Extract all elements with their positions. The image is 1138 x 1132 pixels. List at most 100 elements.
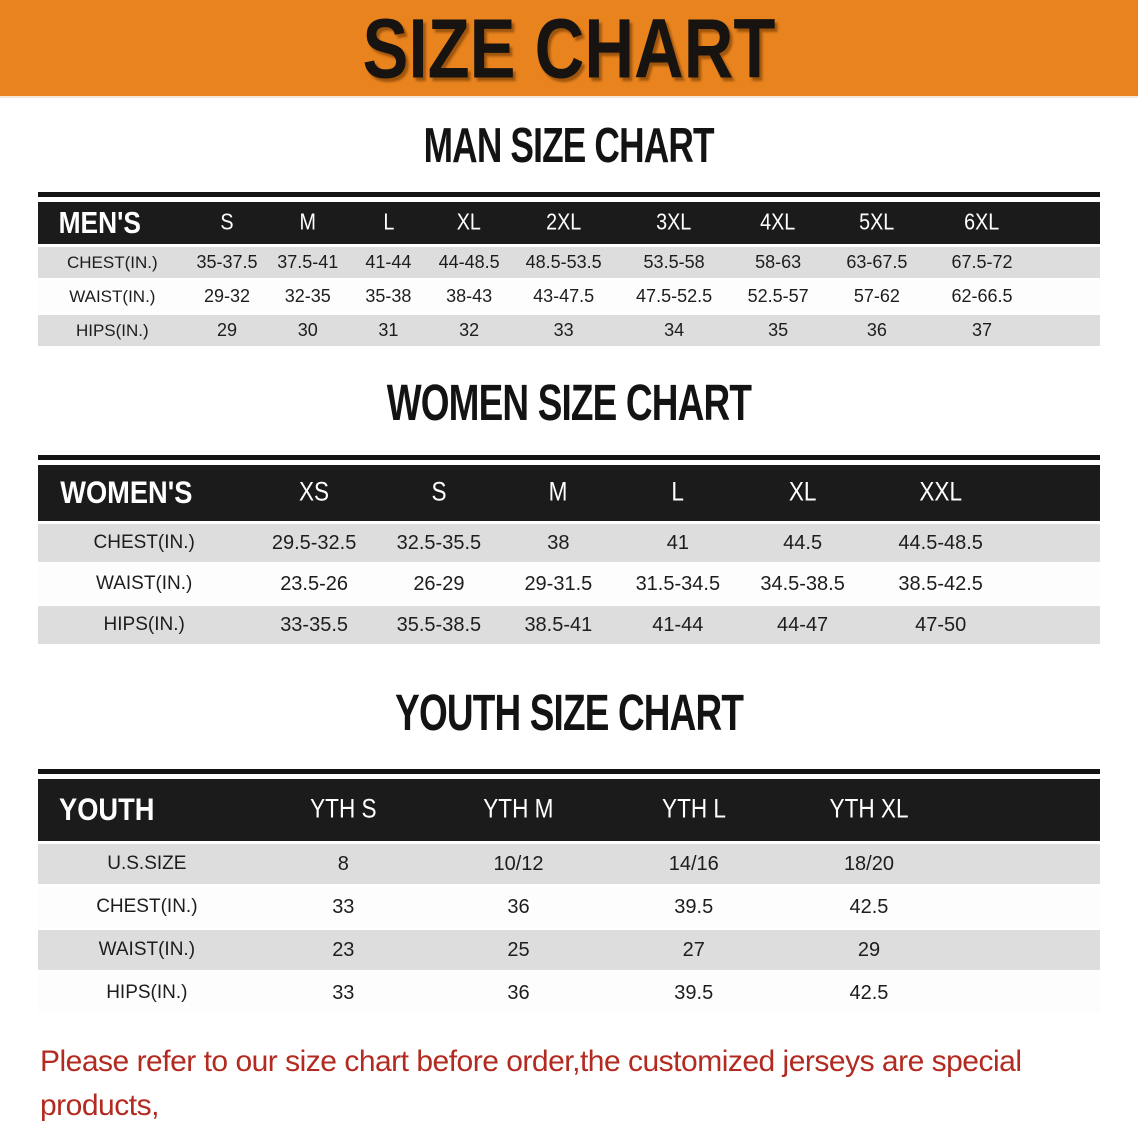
womens-chest-row: CHEST(IN.) 29.5-32.5 32.5-35.5 38 41 44.…	[38, 524, 1100, 562]
mens-chest-row: CHEST(IN.) 35-37.5 37.5-41 41-44 44-48.5…	[38, 247, 1100, 278]
cell: 42.5	[781, 887, 957, 927]
cell: 8	[255, 844, 431, 884]
filler-cell	[1036, 281, 1100, 312]
filler-cell	[1015, 524, 1100, 562]
womens-table-label: WOMEN'S	[38, 465, 251, 521]
cell: 35-37.5	[186, 247, 268, 278]
cell: 29.5-32.5	[250, 524, 378, 562]
mens-table-label: MEN'S	[38, 202, 187, 244]
cell: 41-44	[348, 247, 429, 278]
filler-cell	[1036, 315, 1100, 346]
cell: 35.5-38.5	[377, 606, 500, 644]
mens-col-6xl: 6XL	[927, 202, 1037, 244]
cell: 39.5	[606, 973, 782, 1013]
womens-size-table: WOMEN'S XS S M L XL XXL CHEST(IN.) 29.5-…	[38, 455, 1100, 647]
cell: 48.5-53.5	[509, 247, 618, 278]
cell: 33	[255, 887, 431, 927]
size-chart-banner: SIZE CHART	[0, 0, 1138, 98]
mens-col-l: L	[348, 202, 429, 244]
row-label: HIPS(IN.)	[38, 973, 256, 1013]
cell: 18/20	[781, 844, 957, 884]
cell: 38-43	[428, 281, 510, 312]
row-label: CHEST(IN.)	[38, 247, 187, 278]
youth-table-label: YOUTH	[38, 779, 256, 841]
cell: 32.5-35.5	[377, 524, 500, 562]
filler-cell	[1015, 606, 1100, 644]
youth-col-xl: YTH XL	[781, 779, 957, 841]
cell: 36	[430, 973, 607, 1013]
mens-col-m: M	[267, 202, 349, 244]
youth-col-s: YTH S	[255, 779, 431, 841]
disclaimer-line-2: we don't accept cancel, change, teturn o…	[40, 1127, 1100, 1132]
cell: 41-44	[616, 606, 739, 644]
cell: 26-29	[377, 565, 500, 603]
mens-hips-row: HIPS(IN.) 29 30 31 32 33 34 35 36 37	[38, 315, 1100, 346]
womens-col-xs: XS	[250, 465, 378, 521]
youth-hips-row: HIPS(IN.) 33 36 39.5 42.5	[38, 973, 1100, 1013]
womens-col-l: L	[616, 465, 739, 521]
cell: 31	[348, 315, 429, 346]
womens-col-xl: XL	[738, 465, 867, 521]
cell: 44.5	[738, 524, 867, 562]
cell: 37.5-41	[267, 247, 349, 278]
womens-col-s: S	[377, 465, 500, 521]
row-label: CHEST(IN.)	[38, 524, 251, 562]
mens-col-xl: XL	[428, 202, 510, 244]
row-label: WAIST(IN.)	[38, 930, 256, 970]
cell: 32	[428, 315, 510, 346]
cell: 29	[186, 315, 268, 346]
cell: 23	[255, 930, 431, 970]
cell: 14/16	[606, 844, 782, 884]
cell: 29-32	[186, 281, 268, 312]
cell: 34.5-38.5	[738, 565, 867, 603]
mens-col-3xl: 3XL	[617, 202, 731, 244]
youth-size-table: YOUTH YTH S YTH M YTH L YTH XL U.S.SIZE …	[38, 769, 1100, 1016]
mens-col-5xl: 5XL	[825, 202, 928, 244]
cell: 63-67.5	[825, 247, 928, 278]
cell: 36	[430, 887, 607, 927]
cell: 44.5-48.5	[866, 524, 1015, 562]
cell: 41	[616, 524, 739, 562]
cell: 62-66.5	[927, 281, 1037, 312]
mens-col-2xl: 2XL	[509, 202, 618, 244]
cell: 37	[927, 315, 1037, 346]
filler-cell	[1015, 465, 1100, 521]
cell: 57-62	[825, 281, 928, 312]
row-label: HIPS(IN.)	[38, 315, 187, 346]
cell: 38	[499, 524, 617, 562]
cell: 35	[730, 315, 826, 346]
cell: 33	[255, 973, 431, 1013]
filler-cell	[956, 930, 1100, 970]
youth-size-chart-heading: YOUTH SIZE CHART	[0, 685, 1138, 742]
filler-cell	[1015, 565, 1100, 603]
row-label: HIPS(IN.)	[38, 606, 251, 644]
filler-cell	[1036, 202, 1100, 244]
cell: 32-35	[267, 281, 349, 312]
womens-header-row: WOMEN'S XS S M L XL XXL	[38, 465, 1100, 521]
mens-header-row: MEN'S S M L XL 2XL 3XL 4XL 5XL 6XL	[38, 202, 1100, 244]
filler-cell	[956, 844, 1100, 884]
banner-title: SIZE CHART	[362, 0, 776, 96]
cell: 38.5-41	[499, 606, 617, 644]
cell: 53.5-58	[617, 247, 731, 278]
youth-ussize-row: U.S.SIZE 8 10/12 14/16 18/20	[38, 844, 1100, 884]
cell: 43-47.5	[509, 281, 618, 312]
cell: 47.5-52.5	[617, 281, 731, 312]
youth-header-row: YOUTH YTH S YTH M YTH L YTH XL	[38, 779, 1100, 841]
women-size-chart-heading-text: WOMEN SIZE CHART	[386, 375, 752, 432]
mens-col-4xl: 4XL	[730, 202, 826, 244]
row-label: CHEST(IN.)	[38, 887, 256, 927]
cell: 58-63	[730, 247, 826, 278]
cell: 44-47	[738, 606, 867, 644]
filler-cell	[956, 887, 1100, 927]
cell: 52.5-57	[730, 281, 826, 312]
cell: 30	[267, 315, 349, 346]
filler-cell	[956, 973, 1100, 1013]
cell: 31.5-34.5	[616, 565, 739, 603]
cell: 47-50	[866, 606, 1015, 644]
mens-waist-row: WAIST(IN.) 29-32 32-35 35-38 38-43 43-47…	[38, 281, 1100, 312]
disclaimer-text: Please refer to our size chart before or…	[40, 1040, 1100, 1132]
women-size-chart-heading: WOMEN SIZE CHART	[0, 375, 1138, 432]
filler-cell	[1036, 247, 1100, 278]
cell: 39.5	[606, 887, 782, 927]
